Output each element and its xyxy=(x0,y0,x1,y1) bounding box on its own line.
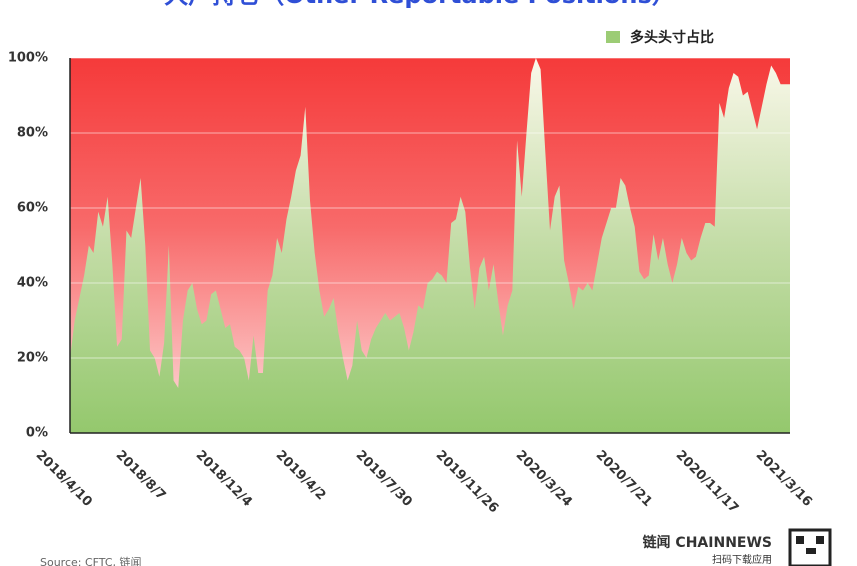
y-tick-label: 60% xyxy=(17,201,48,216)
x-tick-label: 2019/4/2 xyxy=(273,448,329,504)
legend-swatch xyxy=(606,31,620,43)
y-tick-label: 80% xyxy=(17,126,48,141)
x-tick-label: 2020/11/17 xyxy=(673,448,741,516)
y-tick-label: 40% xyxy=(17,276,48,291)
x-tick-label: 2018/12/4 xyxy=(193,448,255,510)
area xyxy=(70,58,790,433)
x-tick-label: 2020/3/24 xyxy=(513,448,575,510)
x-tick-label: 2019/7/30 xyxy=(353,448,415,510)
x-tick-label: 2018/4/10 xyxy=(33,448,95,510)
legend-label: 多头头寸占比 xyxy=(630,29,714,46)
y-tick-label: 20% xyxy=(17,351,48,366)
y-tick-label: 0% xyxy=(26,426,48,441)
x-tick-label: 2019/11/26 xyxy=(433,448,501,516)
qr-code xyxy=(788,528,832,566)
brand: 链闻 CHAINNEWS xyxy=(643,534,772,551)
x-tick-label: 2020/7/21 xyxy=(593,448,655,510)
y-tick-label: 100% xyxy=(8,51,48,66)
x-tick-label: 2021/3/16 xyxy=(753,448,815,510)
x-tick-label: 2018/8/7 xyxy=(113,448,169,504)
brand-sub: 扫码下载应用 xyxy=(712,553,772,566)
chart-title: 大户持仓（Other Reportable Positions） xyxy=(164,0,676,9)
source: Source: CFTC, 链闻 xyxy=(40,555,142,566)
